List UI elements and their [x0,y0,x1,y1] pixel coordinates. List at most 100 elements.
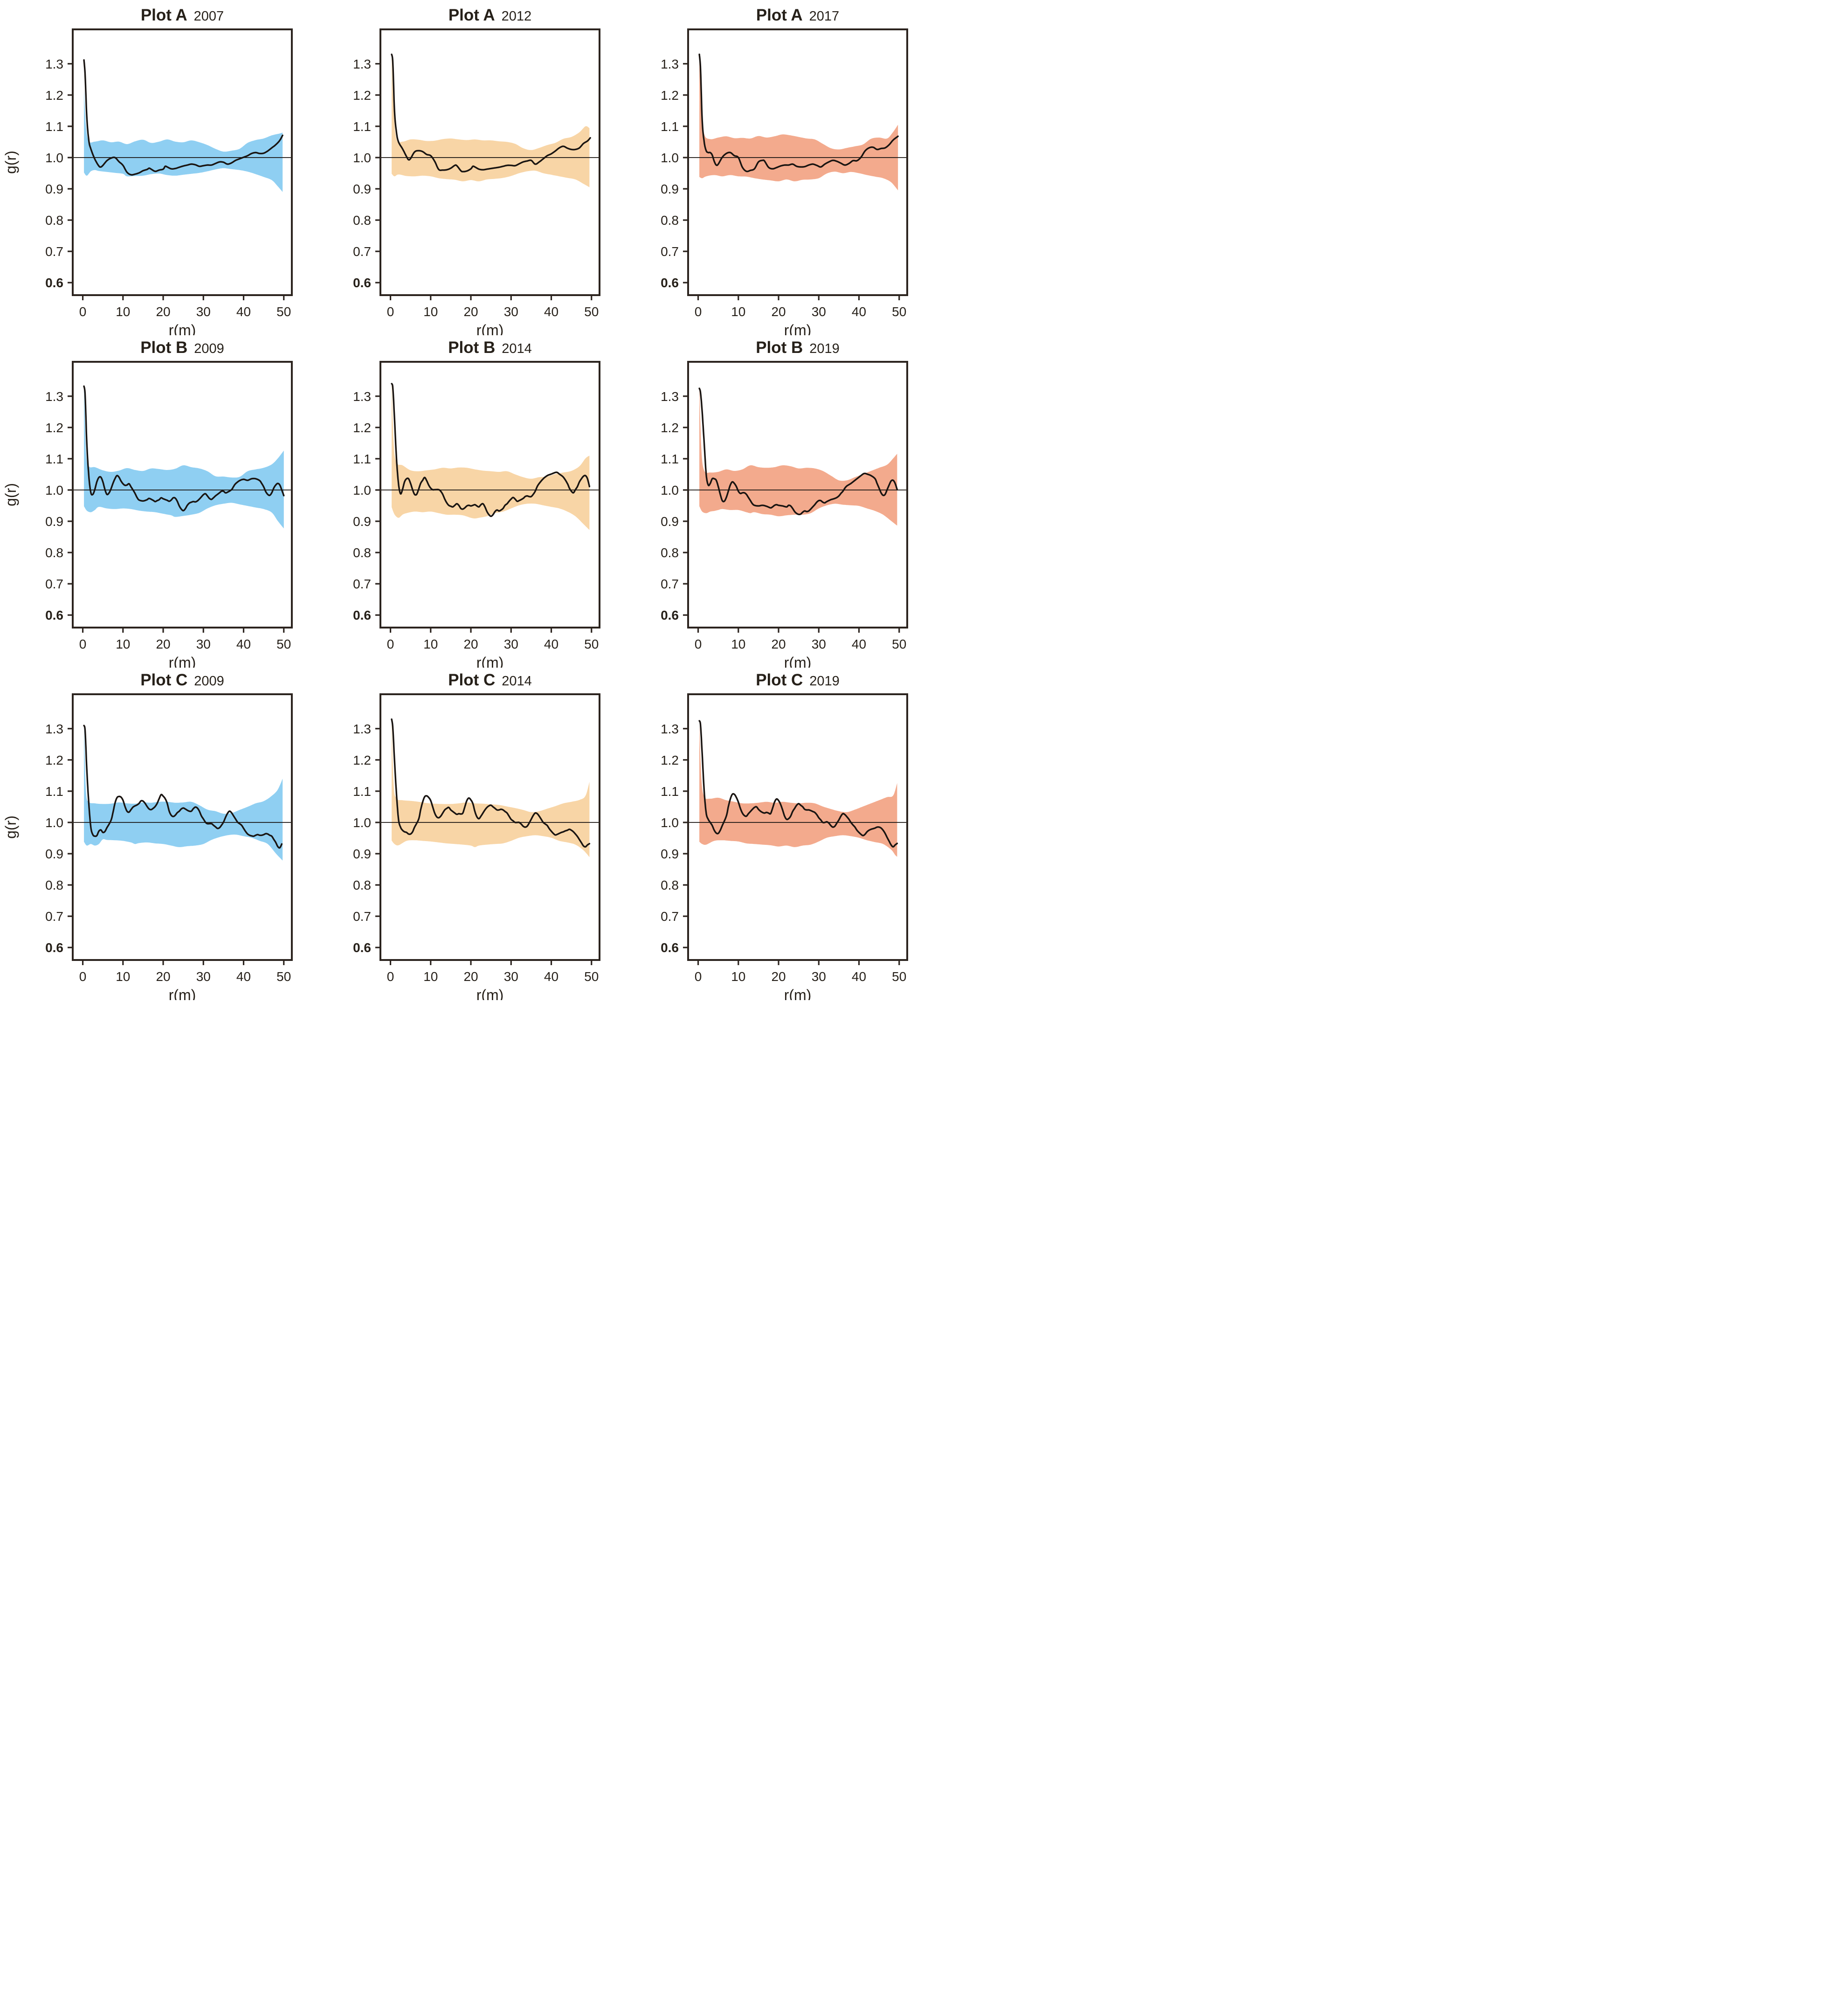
y-tick-label: 1.1 [45,452,63,466]
y-tick-label: 0.8 [661,878,679,892]
x-tick-label: 50 [892,637,906,651]
x-tick-label: 20 [156,304,170,319]
panel-title-name: Plot B [448,338,495,357]
x-tick-label: 50 [276,304,291,319]
plot-frame [379,28,600,296]
charts-grid: 0 10 20 30 40 50 0.6 0.7 0.8 0.9 1.0 1.1 1.2 1.3 r(m) g… [0,0,924,1000]
chart-panel-plot-c-2014: 0 10 20 30 40 50 0.6 0.7 0.8 0.9 1.0 1.1 1.2 1.3 r(m) P… [308,668,615,1000]
y-tick-label: 0.9 [661,847,679,861]
y-tick-label: 0.8 [353,213,371,228]
x-tick-label: 50 [276,637,291,651]
y-tick-label: 1.3 [45,57,63,71]
y-tick-label: 1.3 [661,389,679,404]
x-tick-label: 10 [116,637,130,651]
y-tick-label: 0.7 [45,244,63,259]
y-tick-label: 1.3 [353,389,371,404]
x-tick-label: 30 [812,304,826,319]
panel-title: Plot C 2009 [140,671,224,689]
y-tick-label: 1.3 [45,722,63,736]
y-axis-label: g(r) [2,815,19,839]
panel-title: Plot B 2014 [448,338,532,357]
y-tick-label: 1.0 [45,151,63,165]
x-tick-label: 30 [196,637,211,651]
y-tick-label: 1.1 [353,452,371,466]
chart-svg: 0 10 20 30 40 50 0.6 0.7 0.8 0.9 1.0 1.1 1.2 1.3 r(m) P… [661,6,908,335]
y-axis-label: g(r) [2,483,19,506]
chart-svg: 0 10 20 30 40 50 0.6 0.7 0.8 0.9 1.0 1.1 1.2 1.3 r(m) g… [2,6,293,335]
panel-title: Plot B 2019 [756,338,840,357]
chart-svg: 0 10 20 30 40 50 0.6 0.7 0.8 0.9 1.0 1.1 1.2 1.3 r(m) P… [353,338,600,668]
y-tick-label: 0.7 [353,244,371,259]
y-tick-label: 0.8 [45,213,63,228]
x-tick-label: 0 [695,969,702,984]
x-axis-label: r(m) [784,987,812,1000]
y-tick-label: 0.6 [661,608,679,622]
y-tick-label: 0.8 [353,546,371,560]
panel-title-year: 2014 [502,674,532,689]
y-tick-label: 1.0 [353,815,371,830]
y-tick-label: 1.0 [661,815,679,830]
y-tick-label: 1.0 [661,151,679,165]
panel-title-year: 2019 [809,341,840,356]
x-tick-label: 30 [504,969,518,984]
observed-line [698,720,898,848]
x-tick-label: 0 [387,637,394,651]
confidence-envelope [699,59,898,191]
x-tick-label: 20 [771,637,786,651]
y-tick-label: 1.0 [45,483,63,497]
observed-line [391,53,591,173]
x-axis-label: r(m) [784,322,812,335]
y-tick-label: 0.7 [353,577,371,591]
x-tick-label: 50 [892,969,906,984]
chart-svg: 0 10 20 30 40 50 0.6 0.7 0.8 0.9 1.0 1.1 1.2 1.3 r(m) P… [661,671,908,1000]
x-tick-label: 10 [423,637,438,651]
x-tick-label: 30 [812,637,826,651]
panel-title-year: 2019 [809,674,840,689]
x-tick-label: 10 [116,304,130,319]
y-axis-label: g(r) [2,151,19,174]
panel-title-name: Plot C [448,671,495,689]
chart-svg: 0 10 20 30 40 50 0.6 0.7 0.8 0.9 1.0 1.1 1.2 1.3 r(m) P… [661,338,908,668]
y-tick-label: 1.0 [661,483,679,497]
plot-frame [72,28,293,296]
observed-line [83,725,283,849]
x-axis-label: r(m) [169,654,196,668]
y-tick-label: 0.6 [45,608,63,622]
confidence-envelope [392,722,590,857]
confidence-envelope [392,56,590,187]
y-tick-label: 0.6 [661,276,679,290]
x-axis-label: r(m) [784,654,812,668]
chart-panel-plot-a-2007: 0 10 20 30 40 50 0.6 0.7 0.8 0.9 1.0 1.1 1.2 1.3 r(m) g… [0,3,308,335]
y-tick-label: 1.2 [661,88,679,103]
y-tick-label: 0.9 [353,182,371,196]
x-tick-label: 0 [79,304,87,319]
panel-title-name: Plot C [140,671,187,689]
panel-title-year: 2012 [502,9,532,24]
y-tick-label: 1.0 [353,151,371,165]
y-tick-label: 1.1 [353,119,371,134]
y-tick-label: 1.2 [353,88,371,103]
y-tick-label: 1.1 [661,452,679,466]
x-tick-label: 50 [584,969,599,984]
x-tick-label: 30 [504,304,518,319]
panel-title-year: 2009 [194,341,224,356]
y-tick-label: 1.0 [45,815,63,830]
y-tick-label: 1.3 [353,57,371,71]
x-tick-label: 0 [695,304,702,319]
x-tick-label: 20 [156,637,170,651]
x-axis-label: r(m) [169,987,196,1000]
x-axis-label: r(m) [476,322,504,335]
y-tick-label: 0.6 [353,276,371,290]
y-tick-label: 0.8 [45,878,63,892]
x-tick-label: 40 [852,637,866,651]
x-tick-label: 40 [236,637,251,651]
panel-title-year: 2007 [194,9,224,24]
y-tick-label: 0.7 [45,909,63,924]
panel-title-year: 2014 [502,341,532,356]
y-tick-label: 1.3 [353,722,371,736]
panel-title-name: Plot A [141,6,187,24]
y-tick-label: 0.8 [45,546,63,560]
x-tick-label: 20 [463,969,478,984]
y-tick-label: 0.8 [353,878,371,892]
y-tick-label: 0.7 [353,909,371,924]
